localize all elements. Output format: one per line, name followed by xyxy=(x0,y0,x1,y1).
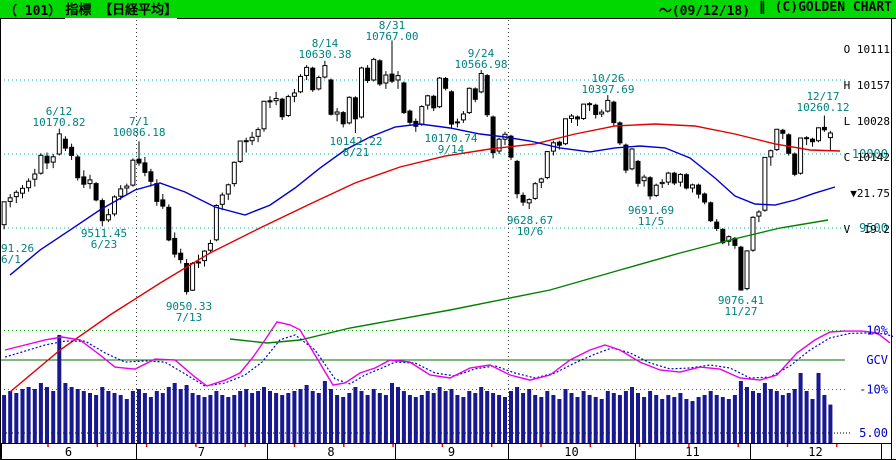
svg-text:-10%: -10% xyxy=(859,383,889,397)
month-label: 6 xyxy=(65,445,72,459)
quote-volume: V 19.2 xyxy=(843,223,890,236)
svg-text:10000: 10000 xyxy=(852,147,888,161)
ma-short-line xyxy=(9,123,836,276)
month-label: 8 xyxy=(327,445,334,459)
quote-close: C 10142 xyxy=(843,151,890,164)
volume-axis-label: 5.00 xyxy=(859,426,888,440)
month-label: 11 xyxy=(685,445,699,459)
ma-mid-line xyxy=(9,123,841,393)
ma-long-line xyxy=(229,219,829,344)
screen-number: （ 101） xyxy=(4,3,62,19)
volume-bars xyxy=(2,335,833,443)
price-gridlines xyxy=(0,79,845,229)
month-label: 7 xyxy=(198,445,205,459)
svg-text:9050.337/13: 9050.33 7/13 xyxy=(166,300,212,324)
page-title: 指標 【日経平均】 xyxy=(65,0,178,19)
svg-text:91.266/1: 91.26 6/1 xyxy=(1,242,34,266)
copyright-label: (C)GOLDEN CHART xyxy=(774,0,892,15)
oscillator-solid-line xyxy=(4,321,891,387)
swing-annotations: 6/12 10170.82 7/1 10086.18 8/14 10630.38 8/31 1… xyxy=(1,19,849,324)
candlesticks xyxy=(1,40,833,295)
month-label: 10 xyxy=(564,445,578,459)
svg-text:10142.228/21: 10142.22 8/21 xyxy=(330,135,383,159)
titlebar-separator-icon: ∥ xyxy=(759,0,766,15)
month-axis: 6 7 8 9 10 11 12 xyxy=(0,443,896,460)
svg-text:10%: 10% xyxy=(866,324,888,338)
title-bar: （ 101） 指標 【日経平均】 ～(09/12/18) ∥ (C)GOLDEN… xyxy=(0,0,896,19)
date-range-label: ～(09/12/18) xyxy=(658,3,751,19)
quote-change: ▼21.75 xyxy=(850,187,890,200)
month-label: 12 xyxy=(808,445,822,459)
svg-text:9511.456/23: 9511.45 6/23 xyxy=(81,227,127,251)
svg-text:9500: 9500 xyxy=(859,221,888,235)
oscillator-axis-labels: 10% GCV -10% 5.00 xyxy=(859,324,889,441)
oscillator-dotted-line xyxy=(4,332,894,387)
quote-high: H 10157 xyxy=(843,79,890,92)
quote-low: L 10028 xyxy=(843,115,890,128)
quote-panel: O 10111 H 10157 L 10028 C 10142 ▼21.75 V… xyxy=(844,20,890,248)
price-axis-labels: 10000 9500 xyxy=(852,147,888,235)
quote-open: O 10111 xyxy=(843,43,890,56)
month-label: 9 xyxy=(448,445,455,459)
svg-text:10170.749/14: 10170.74 9/14 xyxy=(425,132,478,156)
chart-border xyxy=(0,19,892,459)
svg-text:GCV: GCV xyxy=(866,353,888,367)
quarter-lines xyxy=(136,20,509,443)
